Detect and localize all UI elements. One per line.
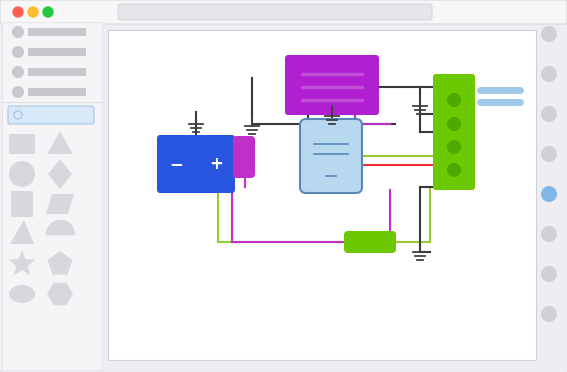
Circle shape: [13, 7, 23, 17]
Bar: [28, 28, 86, 36]
Bar: [28, 48, 86, 56]
Circle shape: [541, 306, 557, 322]
Circle shape: [28, 7, 38, 17]
Text: −: −: [169, 155, 183, 173]
Polygon shape: [47, 283, 73, 305]
Circle shape: [541, 186, 557, 202]
Bar: [9, 134, 35, 154]
Polygon shape: [46, 194, 74, 214]
Circle shape: [541, 106, 557, 122]
Circle shape: [9, 161, 35, 187]
Polygon shape: [9, 250, 35, 275]
FancyBboxPatch shape: [344, 231, 396, 253]
Circle shape: [12, 46, 24, 58]
Bar: [28, 68, 86, 76]
FancyBboxPatch shape: [233, 136, 255, 178]
Circle shape: [447, 140, 461, 154]
Circle shape: [541, 266, 557, 282]
FancyBboxPatch shape: [0, 0, 567, 24]
Bar: [2, 22, 102, 370]
Ellipse shape: [9, 285, 35, 303]
FancyBboxPatch shape: [433, 74, 475, 190]
Polygon shape: [48, 159, 72, 189]
Circle shape: [12, 26, 24, 38]
Polygon shape: [47, 131, 73, 154]
FancyBboxPatch shape: [300, 119, 362, 193]
Circle shape: [12, 66, 24, 78]
Circle shape: [541, 66, 557, 82]
FancyBboxPatch shape: [8, 106, 94, 124]
Polygon shape: [10, 220, 34, 244]
Text: +: +: [209, 155, 223, 173]
Circle shape: [12, 86, 24, 98]
Circle shape: [447, 163, 461, 177]
Bar: [28, 108, 86, 116]
Bar: [11, 191, 33, 217]
Circle shape: [447, 93, 461, 107]
Circle shape: [541, 226, 557, 242]
Bar: [28, 88, 86, 96]
FancyBboxPatch shape: [118, 4, 432, 20]
FancyBboxPatch shape: [285, 55, 379, 115]
Circle shape: [447, 117, 461, 131]
Circle shape: [541, 146, 557, 162]
Circle shape: [12, 106, 24, 118]
FancyBboxPatch shape: [157, 135, 235, 193]
Polygon shape: [48, 251, 73, 275]
Circle shape: [43, 7, 53, 17]
Bar: [108, 30, 536, 360]
Circle shape: [541, 26, 557, 42]
